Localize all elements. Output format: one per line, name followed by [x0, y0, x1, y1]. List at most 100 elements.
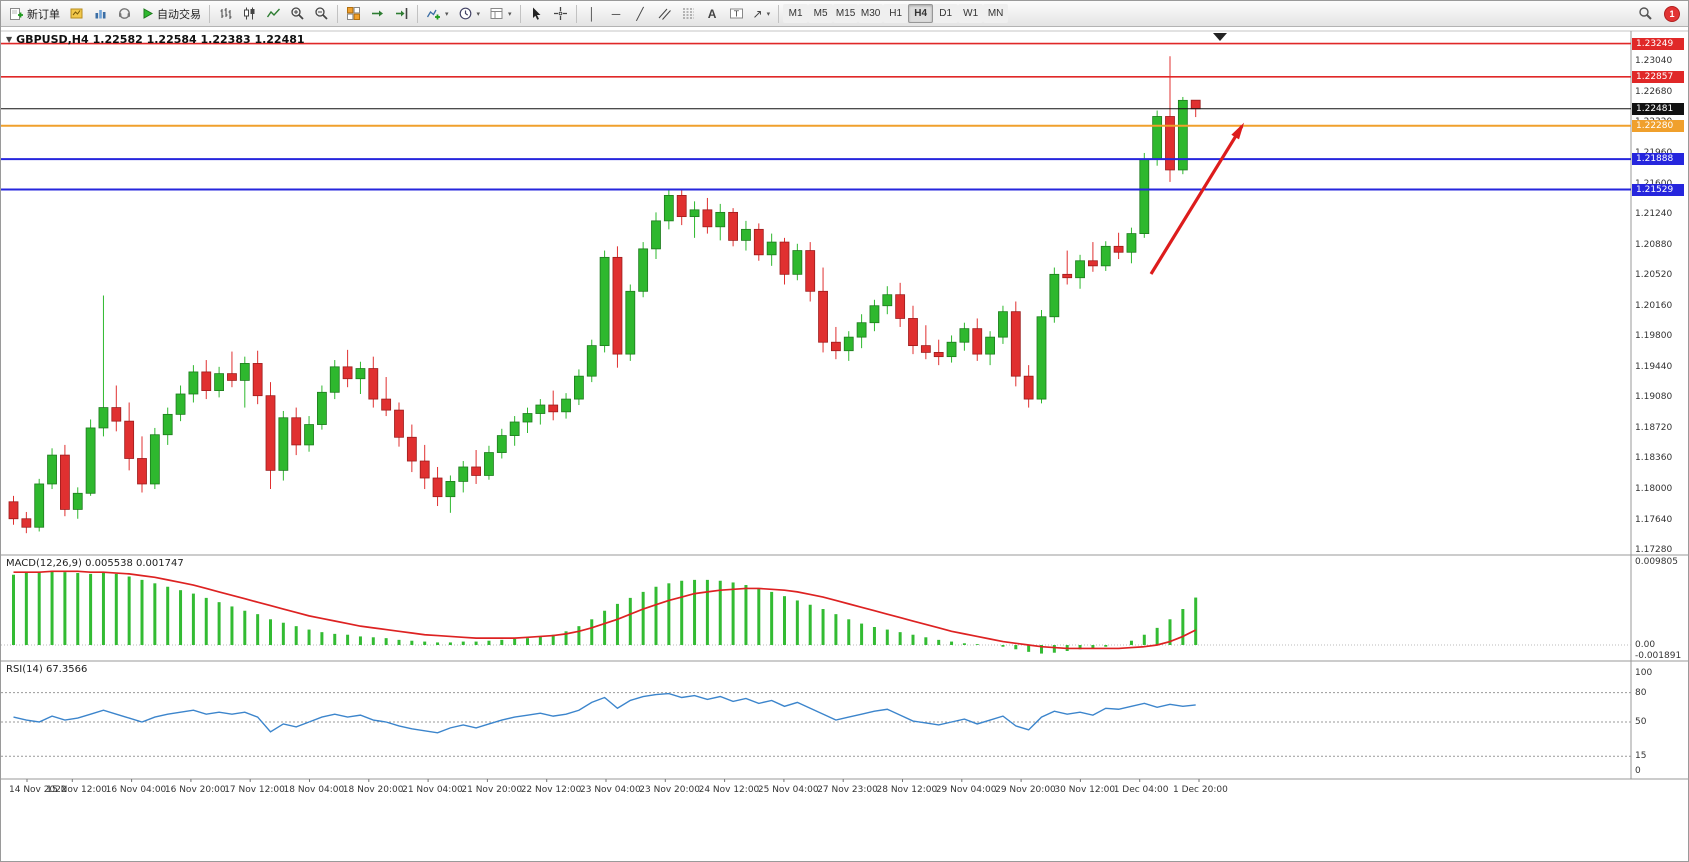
toolbar-right-group: 1 [1634, 3, 1684, 25]
market-watch-icon [70, 8, 83, 19]
dropdown-caret-icon: ▾ [445, 10, 449, 18]
crosshair-icon [553, 7, 567, 20]
candle [111, 407, 122, 422]
timeframe-h4-button[interactable]: H4 [908, 4, 934, 23]
timeframe-toolbar: M1 M5 M15 M30 H1 H4 D1 W1 MN [783, 4, 1009, 23]
candle [1010, 311, 1021, 377]
periods-button[interactable]: ▾ [454, 3, 485, 25]
chart-shift-marker[interactable] [1213, 33, 1227, 41]
candle [291, 417, 302, 446]
vertical-line-button[interactable]: │ [581, 3, 604, 25]
tile-windows-button[interactable] [342, 3, 365, 25]
auto-scroll-icon [372, 10, 383, 17]
candle [753, 228, 764, 256]
bar-chart-icon [220, 8, 232, 19]
candle [175, 393, 186, 415]
candle [818, 290, 828, 343]
candle [946, 341, 957, 358]
mql5-community-icon [119, 8, 130, 19]
candle [972, 328, 983, 355]
fibonacci-button[interactable] [677, 3, 700, 25]
timeframe-d1-button[interactable]: D1 [933, 4, 959, 23]
candle [8, 501, 19, 520]
trendline-button[interactable]: ╱ [629, 3, 652, 25]
candle [496, 435, 507, 453]
search-icon [1639, 7, 1652, 20]
tile-windows-icon [347, 7, 361, 21]
arrows-shapes-button[interactable]: ↗ ▾ [749, 3, 775, 25]
candle [21, 518, 32, 528]
crosshair-button[interactable] [549, 3, 572, 25]
candle [304, 424, 314, 446]
timeframe-m30-button[interactable]: M30 [858, 4, 884, 23]
chart-title: ▼ GBPUSD,H4 1.22582 1.22584 1.22383 1.22… [6, 33, 305, 46]
candle [651, 220, 661, 250]
candle [895, 294, 906, 319]
candle [985, 336, 995, 355]
notification-count: 1 [1669, 8, 1675, 19]
candle [137, 458, 147, 485]
autotrading-icon [143, 8, 154, 19]
candle [484, 452, 494, 476]
candle [792, 250, 803, 275]
rsi-indicator-label: RSI(14) 67.3566 [6, 664, 88, 675]
candle [741, 228, 751, 241]
candle [355, 368, 366, 380]
equidistant-channel-button[interactable] [653, 3, 676, 25]
candlestick-chart-icon [244, 7, 255, 20]
candle [60, 454, 70, 510]
timeframe-w1-button[interactable]: W1 [958, 4, 984, 23]
data-window-button[interactable] [89, 3, 112, 25]
autotrading-button[interactable]: 自动交易 [137, 3, 205, 25]
candle [663, 195, 674, 222]
candle [1100, 245, 1111, 267]
candle [1152, 116, 1163, 160]
search-button[interactable] [1634, 3, 1657, 25]
candle [1062, 273, 1073, 279]
candlestick-chart-button[interactable] [238, 3, 261, 25]
candle [1023, 375, 1034, 400]
new-order-button[interactable]: 新订单 [5, 3, 64, 25]
main-toolbar: 新订单 自动交易 [1, 1, 1688, 27]
macd-indicator-label: MACD(12,26,9) 0.005538 0.001747 [6, 558, 184, 569]
zoom-out-icon [315, 7, 328, 20]
templates-button[interactable]: ▾ [485, 3, 516, 25]
text-button[interactable]: A [701, 3, 724, 25]
candle [239, 363, 250, 381]
candle [548, 404, 559, 413]
candle [265, 395, 276, 471]
candle [522, 413, 533, 423]
text-icon: A [707, 6, 717, 21]
timeframe-m5-button[interactable]: M5 [808, 4, 834, 23]
mql5-community-button[interactable] [113, 3, 136, 25]
text-label-button[interactable]: T [725, 3, 748, 25]
trendline-icon: ╱ [636, 6, 644, 21]
trend-arrow[interactable] [1149, 125, 1244, 275]
zoom-out-button[interactable] [310, 3, 333, 25]
timeframe-mn-button[interactable]: MN [983, 4, 1009, 23]
horizontal-line-button[interactable]: ─ [605, 3, 628, 25]
chart-shift-button[interactable] [390, 3, 413, 25]
candle [72, 492, 83, 510]
timeframe-m1-button[interactable]: M1 [783, 4, 809, 23]
bar-chart-button[interactable] [214, 3, 237, 25]
auto-scroll-button[interactable] [366, 3, 389, 25]
market-watch-button[interactable] [65, 3, 88, 25]
fibonacci-icon [682, 8, 694, 19]
horizontal-line-icon: ─ [611, 6, 621, 21]
candle [381, 398, 392, 411]
one-click-trading-icon[interactable]: ▼ [6, 35, 13, 44]
line-chart-button[interactable] [262, 3, 285, 25]
notification-badge[interactable]: 1 [1664, 5, 1680, 22]
candle [406, 436, 417, 462]
indicators-button[interactable]: ▾ [422, 3, 453, 25]
timeframe-m15-button[interactable]: M15 [833, 4, 859, 23]
timeframe-h1-button[interactable]: H1 [883, 4, 909, 23]
candle [214, 373, 225, 391]
candle [278, 417, 289, 471]
new-order-icon [10, 8, 23, 20]
zoom-in-button[interactable] [286, 3, 309, 25]
cursor-button[interactable] [525, 3, 548, 25]
candle [638, 248, 649, 292]
